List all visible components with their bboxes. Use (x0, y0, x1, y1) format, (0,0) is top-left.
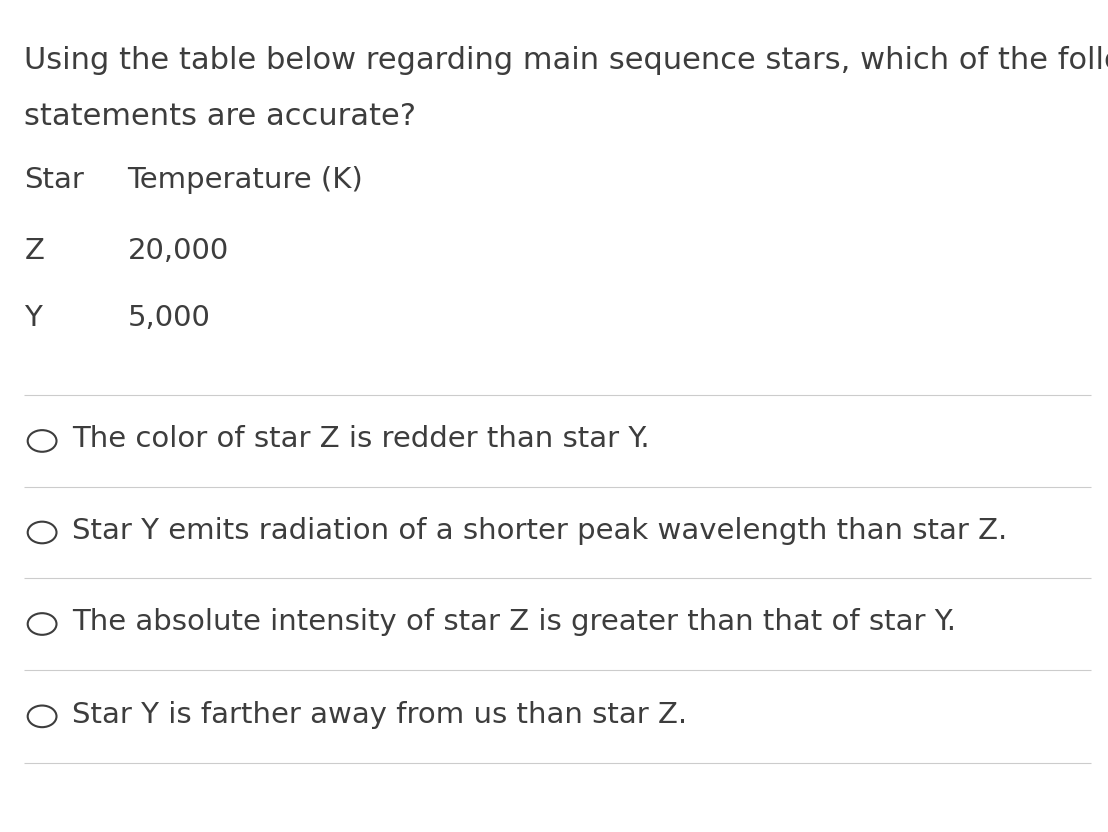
Text: The absolute intensity of star Z is greater than that of star Y.: The absolute intensity of star Z is grea… (72, 608, 956, 636)
Text: statements are accurate?: statements are accurate? (24, 102, 417, 131)
Text: 20,000: 20,000 (127, 237, 228, 265)
Text: The color of star Z is redder than star Y.: The color of star Z is redder than star … (72, 425, 649, 453)
Text: 5,000: 5,000 (127, 304, 211, 332)
Text: Star: Star (24, 166, 84, 195)
Text: Z: Z (24, 237, 44, 265)
Text: Star Y is farther away from us than star Z.: Star Y is farther away from us than star… (72, 701, 687, 729)
Text: Star Y emits radiation of a shorter peak wavelength than star Z.: Star Y emits radiation of a shorter peak… (72, 517, 1007, 545)
Text: Temperature (K): Temperature (K) (127, 166, 363, 195)
Text: Y: Y (24, 304, 42, 332)
Text: Using the table below regarding main sequence stars, which of the following: Using the table below regarding main seq… (24, 46, 1108, 75)
